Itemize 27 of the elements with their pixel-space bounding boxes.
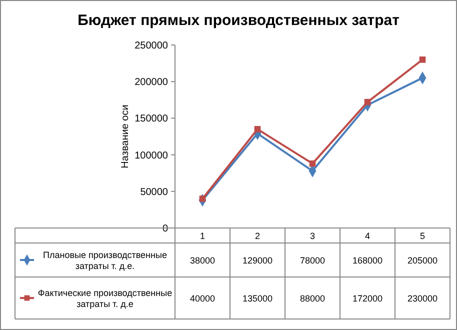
data-label: 78000	[300, 256, 326, 266]
data-label: 88000	[300, 294, 326, 304]
point	[309, 160, 316, 167]
legend-label: Плановые производственные затраты т. д.е.	[43, 250, 167, 271]
data-label: 38000	[190, 256, 216, 266]
x-tick-label: 2	[254, 231, 260, 241]
data-label: 135000	[242, 294, 273, 304]
y-tick-label: 250000	[134, 40, 168, 52]
x-tick-label: 3	[310, 231, 316, 241]
chart-title: Бюджет прямых производственных затрат	[78, 12, 400, 29]
x-tick-label: 4	[364, 231, 370, 241]
data-label: 40000	[190, 294, 216, 304]
data-label: 129000	[242, 256, 273, 266]
y-tick-label: 200000	[134, 77, 168, 88]
x-tick-label: 5	[420, 231, 426, 241]
y-axis-title: Название оси	[120, 104, 131, 168]
y-tick-label: 50000	[140, 186, 168, 198]
data-label: 230000	[407, 294, 438, 304]
data-label: 205000	[407, 256, 438, 266]
y-tick-label: 150000	[134, 114, 168, 125]
point	[254, 126, 261, 132]
x-tick-label: 1	[200, 231, 206, 241]
data-label: 168000	[352, 256, 383, 266]
data-label: 172000	[352, 294, 383, 304]
point	[419, 56, 426, 63]
y-tick-label: 100000	[134, 150, 168, 162]
legend-label: Фактические производственные затраты т. д.е	[38, 288, 172, 309]
